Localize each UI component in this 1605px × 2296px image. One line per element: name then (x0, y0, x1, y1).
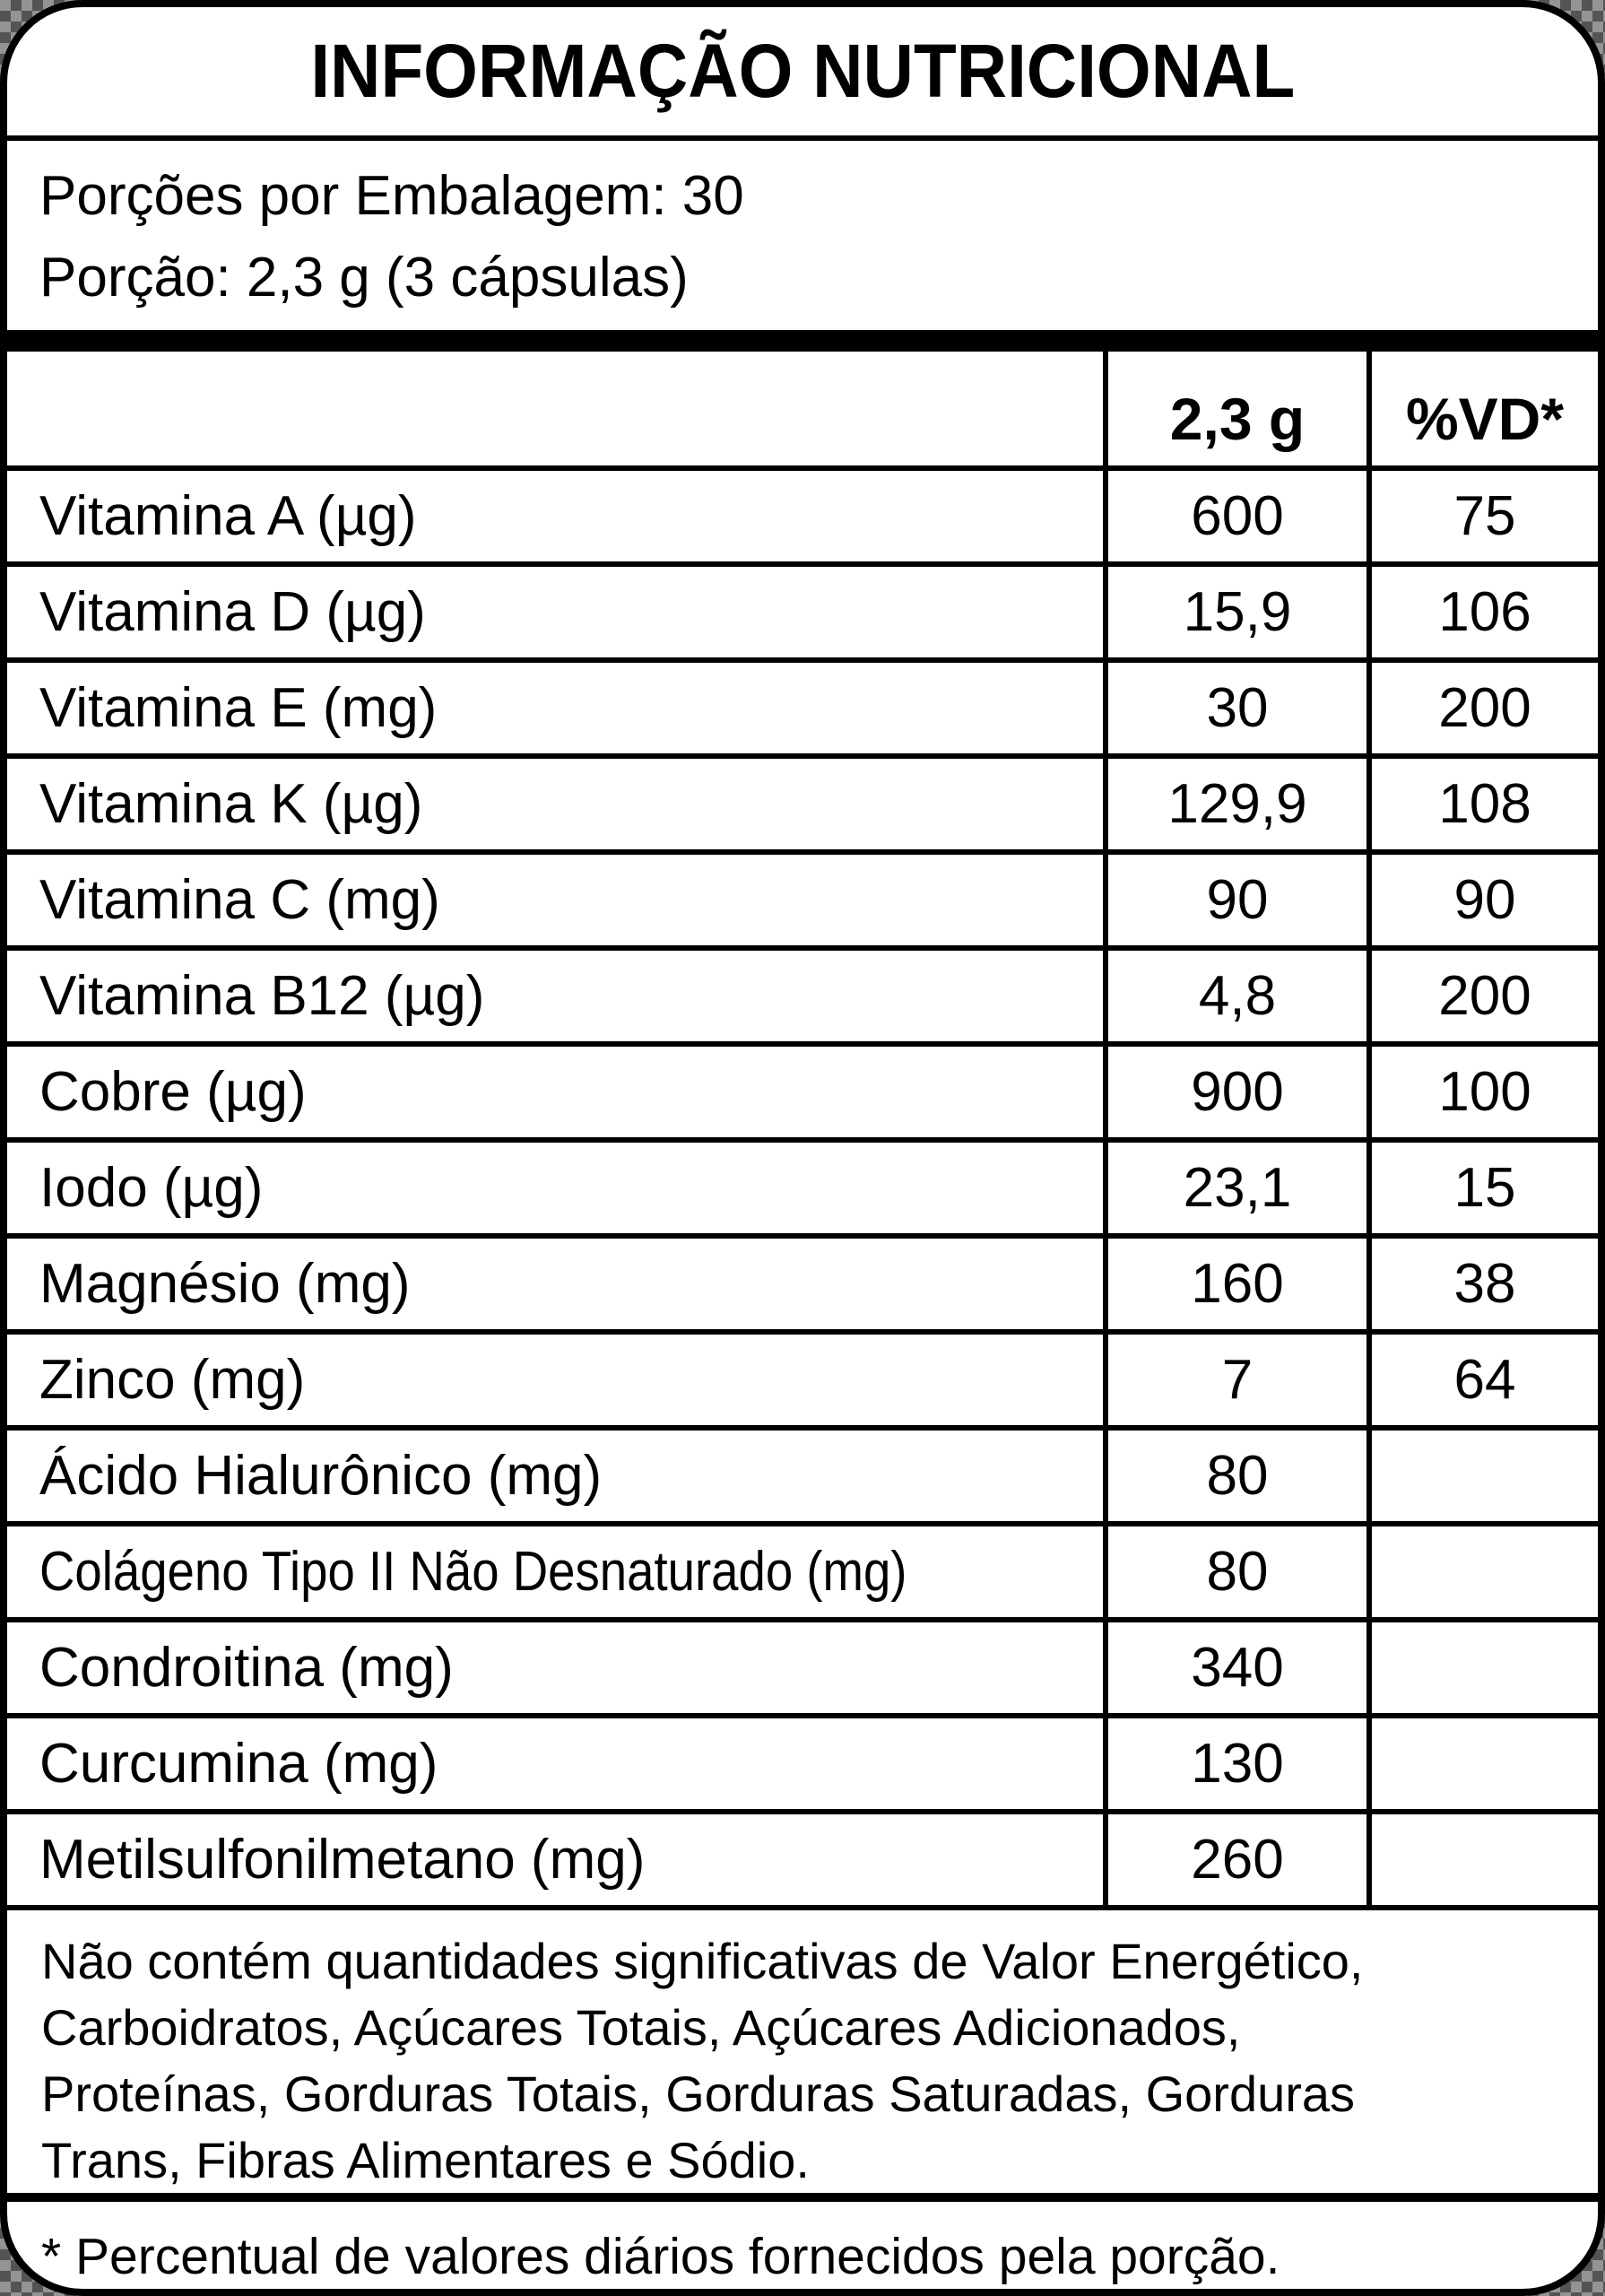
nutrient-dv: 100 (1366, 1047, 1598, 1137)
nutrient-dv (1366, 1431, 1598, 1521)
page-title: INFORMAÇÃO NUTRICIONAL (310, 29, 1295, 113)
nutrient-amount: 129,9 (1103, 759, 1366, 849)
table-row: Metilsulfonilmetano (mg) 260 (7, 1809, 1598, 1905)
table-row: Vitamina C (mg) 90 90 (7, 849, 1598, 945)
table-row: Vitamina B12 (µg) 4,8 200 (7, 945, 1598, 1041)
nutrient-dv: 64 (1366, 1335, 1598, 1425)
table-row: Magnésio (mg) 160 38 (7, 1233, 1598, 1329)
nutrient-name: Iodo (µg) (39, 1157, 264, 1219)
note-line: Trans, Fibras Alimentares e Sódio. (41, 2132, 810, 2188)
nutrient-name: Condroitina (mg) (39, 1637, 454, 1699)
thick-divider-top (7, 330, 1598, 352)
nutrient-name: Zinco (mg) (39, 1349, 306, 1411)
servings-per-package: Porções por Embalagem: 30 (39, 165, 744, 227)
nutrient-amount: 15,9 (1103, 567, 1366, 657)
nutrient-amount: 900 (1103, 1047, 1366, 1137)
table-row: Zinco (mg) 7 64 (7, 1329, 1598, 1425)
nutrient-dv: 90 (1366, 855, 1598, 945)
nutrient-amount: 23,1 (1103, 1143, 1366, 1233)
column-header-amount: 2,3 g (1103, 352, 1366, 465)
nutrient-name: Cobre (µg) (39, 1061, 307, 1123)
nutrient-name: Vitamina C (mg) (39, 869, 440, 931)
nutrient-amount: 340 (1103, 1622, 1366, 1713)
nutrient-dv: 108 (1366, 759, 1598, 849)
note-line: Carboidratos, Açúcares Totais, Açúcares … (41, 1999, 1241, 2056)
nutrient-amount: 80 (1103, 1431, 1366, 1521)
nutrient-dv (1366, 1718, 1598, 1809)
nutrient-name: Vitamina K (µg) (39, 773, 423, 835)
table-row: Vitamina D (µg) 15,9 106 (7, 561, 1598, 657)
nutrient-dv: 106 (1366, 567, 1598, 657)
table-row: Vitamina K (µg) 129,9 108 (7, 753, 1598, 849)
nutrient-name: Vitamina A (µg) (39, 485, 417, 547)
nutrient-dv (1366, 1814, 1598, 1905)
table-row: Colágeno Tipo II Não Desnaturado (mg) 80 (7, 1521, 1598, 1617)
nutrient-dv: 38 (1366, 1239, 1598, 1329)
nutrient-name: Metilsulfonilmetano (mg) (39, 1829, 646, 1891)
table-row: Vitamina E (mg) 30 200 (7, 657, 1598, 753)
nutrient-amount: 80 (1103, 1526, 1366, 1617)
nutrient-dv: 200 (1366, 951, 1598, 1041)
table-row: Vitamina A (µg) 600 75 (7, 465, 1598, 561)
serving-size: Porção: 2,3 g (3 cápsulas) (39, 247, 689, 309)
table-row: Ácido Hialurônico (mg) 80 (7, 1425, 1598, 1521)
table-header-row: 2,3 g %VD* (7, 352, 1598, 465)
table-row: Curcumina (mg) 130 (7, 1713, 1598, 1809)
nutrient-dv: 15 (1366, 1143, 1598, 1233)
nutrient-name: Curcumina (mg) (39, 1733, 438, 1795)
serving-info: Porções por Embalagem: 30 Porção: 2,3 g … (7, 141, 1598, 330)
note-line: Não contém quantidades significativas de… (41, 1933, 1364, 1989)
nutrient-name: Colágeno Tipo II Não Desnaturado (mg) (39, 1541, 907, 1603)
label-header: INFORMAÇÃO NUTRICIONAL (7, 7, 1598, 141)
note-line: Proteínas, Gorduras Totais, Gorduras Sat… (41, 2066, 1356, 2122)
no-significant-amounts-note: Não contém quantidades significativas de… (7, 1905, 1598, 2193)
nutrient-amount: 7 (1103, 1335, 1366, 1425)
nutrient-dv: 200 (1366, 663, 1598, 753)
table-row: Cobre (µg) 900 100 (7, 1041, 1598, 1137)
thick-divider-bottom (7, 2193, 1598, 2202)
table-row: Iodo (µg) 23,1 15 (7, 1137, 1598, 1233)
column-header-nutrient (7, 352, 1103, 465)
nutrient-name: Vitamina D (µg) (39, 581, 426, 643)
table-row: Condroitina (mg) 340 (7, 1617, 1598, 1713)
nutrient-amount: 130 (1103, 1718, 1366, 1809)
nutrient-dv (1366, 1526, 1598, 1617)
nutrient-amount: 260 (1103, 1814, 1366, 1905)
nutrient-name: Vitamina E (mg) (39, 677, 438, 739)
nutrient-dv: 75 (1366, 471, 1598, 561)
nutrient-name: Vitamina B12 (µg) (39, 965, 485, 1027)
nutrient-amount: 600 (1103, 471, 1366, 561)
nutrient-name: Magnésio (mg) (39, 1253, 411, 1315)
nutrient-amount: 4,8 (1103, 951, 1366, 1041)
column-header-daily-value: %VD* (1366, 352, 1598, 465)
nutrient-name: Ácido Hialurônico (mg) (39, 1445, 603, 1507)
daily-value-footnote: * Percentual de valores diários fornecid… (41, 2228, 1280, 2285)
nutrient-amount: 30 (1103, 663, 1366, 753)
nutrient-amount: 90 (1103, 855, 1366, 945)
nutrient-amount: 160 (1103, 1239, 1366, 1329)
nutrient-dv (1366, 1622, 1598, 1713)
daily-value-footnote-section: * Percentual de valores diários fornecid… (7, 2202, 1598, 2289)
